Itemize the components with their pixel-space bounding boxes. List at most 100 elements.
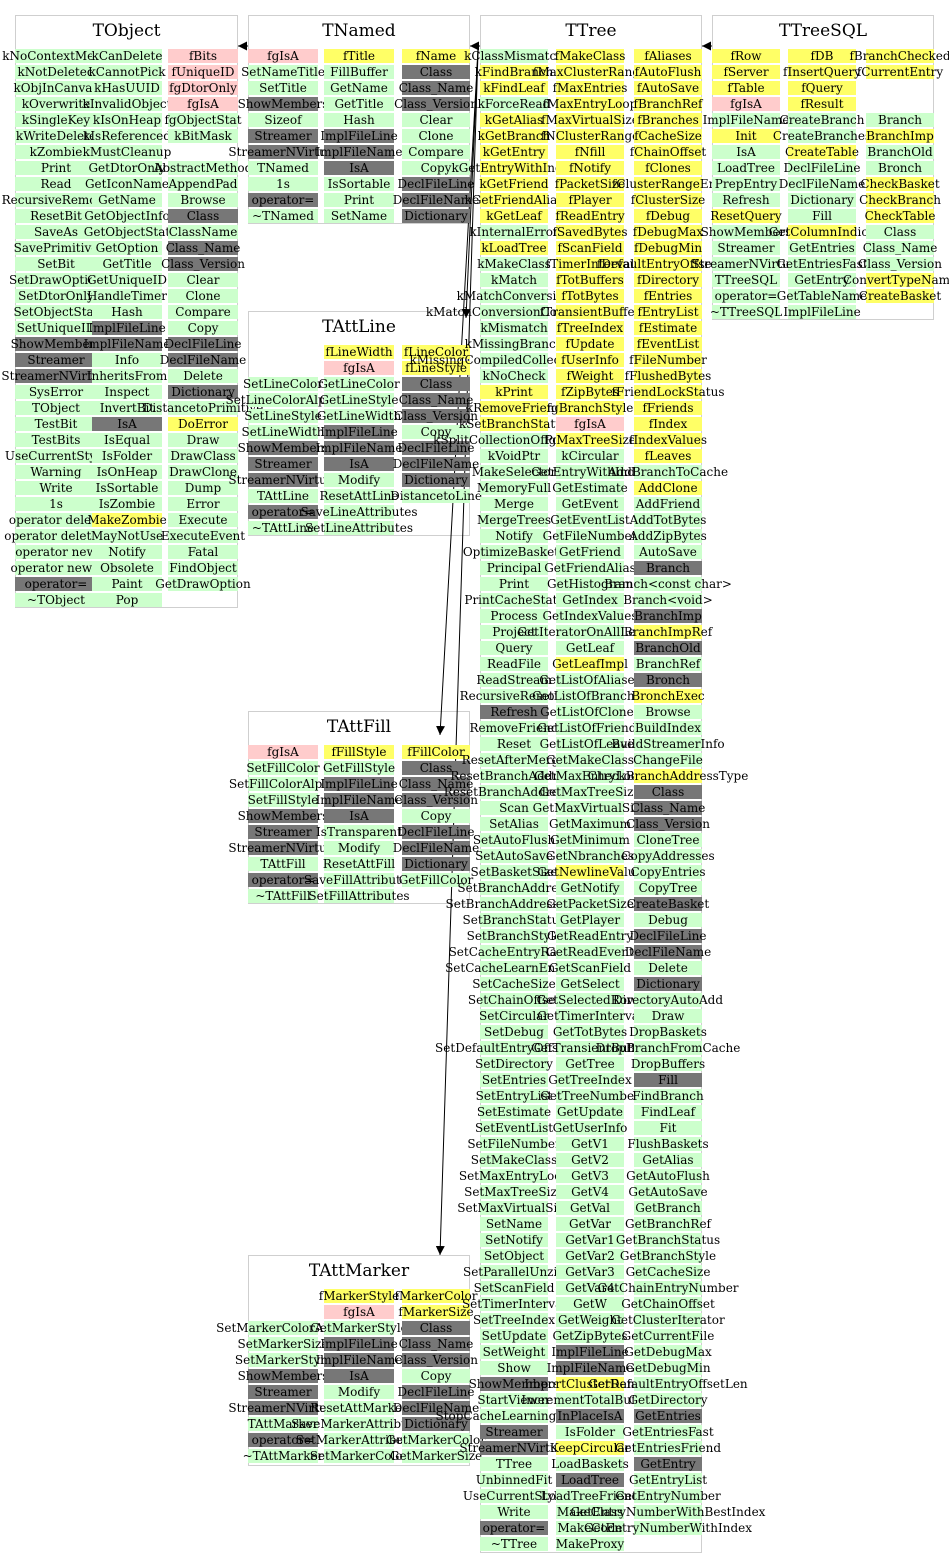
member-item: fBranchChecked bbox=[849, 49, 949, 63]
member-label: kVoidPtr bbox=[487, 449, 541, 463]
member-label: DrawClass bbox=[170, 449, 236, 463]
member-label: Draw bbox=[186, 433, 220, 447]
member-label: Project bbox=[492, 625, 536, 639]
member-item: GetEstimate bbox=[552, 481, 628, 495]
member-label: kSplitCollectionOfPointers bbox=[433, 433, 595, 447]
member-label: ResetBranchAddresses bbox=[443, 785, 585, 799]
member-item: DropBranchFromCache bbox=[596, 1041, 740, 1055]
member-column: fMarkerColor fMarkerSize Class Class_Name Cl… bbox=[386, 1289, 486, 1465]
member-item: fLineStyle bbox=[402, 361, 470, 375]
member-item: IsA bbox=[712, 145, 780, 159]
member-label: Debug bbox=[648, 913, 688, 927]
member-label: GetFillStyle bbox=[322, 761, 396, 775]
member-label: fEventList bbox=[636, 337, 700, 351]
member-label: IsSortable bbox=[327, 177, 391, 191]
member-item: DeclFileName bbox=[393, 457, 479, 471]
member-label: operator= bbox=[251, 193, 315, 207]
member-item: Fit bbox=[634, 1121, 702, 1135]
member-label: kGetFriendAlias bbox=[464, 193, 564, 207]
member-label: ShowMembers bbox=[10, 337, 102, 351]
member-label: GetCurrentFile bbox=[621, 1329, 715, 1343]
member-item: fNotify bbox=[556, 161, 624, 175]
member-label: fAliases bbox=[644, 49, 692, 63]
member-item: Dictionary bbox=[402, 209, 470, 223]
member-label: ~TObject bbox=[27, 593, 85, 607]
member-label: DropBaskets bbox=[629, 1025, 707, 1039]
member-item: Copy bbox=[168, 321, 238, 335]
member-item: DirectoryAutoAdd bbox=[613, 993, 723, 1007]
member-label: fNotify bbox=[568, 161, 612, 175]
member-label: MemoryFull bbox=[476, 481, 552, 495]
member-item: SetCacheLearnEntries bbox=[445, 961, 583, 975]
member-label: IsFolder bbox=[101, 449, 153, 463]
member-item: Modify bbox=[324, 1385, 394, 1399]
member-item: kMissingCompiledCollectionProxy bbox=[410, 353, 619, 367]
member-item: Copy bbox=[402, 161, 470, 175]
member-label: GetIndexValues bbox=[542, 609, 638, 623]
member-item: SaveAs bbox=[15, 225, 97, 239]
member-item: Compare bbox=[168, 305, 238, 319]
member-label: BuildIndex bbox=[635, 721, 701, 735]
member-label: fgIsA bbox=[267, 49, 299, 63]
member-label: kMissingBranch bbox=[464, 337, 564, 351]
member-label: SetMaxEntryLoop bbox=[458, 1169, 570, 1183]
member-label: GetTotBytes bbox=[552, 1025, 628, 1039]
member-item: DropBuffers bbox=[630, 1057, 706, 1071]
member-label: GetEntries bbox=[635, 1409, 701, 1423]
member-label: ImplFileLine bbox=[320, 129, 398, 143]
member-label: ChangeFile bbox=[633, 753, 703, 767]
member-item: Write bbox=[480, 1505, 548, 1519]
member-item: GetDebugMin bbox=[625, 1361, 711, 1375]
member-label: TAttFill bbox=[260, 857, 306, 871]
member-label: Class_Version bbox=[858, 257, 942, 271]
member-item: SavePrimitive bbox=[14, 241, 98, 255]
member-item: GetMaxTreeSize bbox=[539, 785, 641, 799]
member-item: Dump bbox=[168, 481, 238, 495]
member-item: Class_Name bbox=[863, 241, 937, 255]
member-item: FillBuffer bbox=[324, 65, 394, 79]
member-label: SetCircular bbox=[478, 1009, 550, 1023]
member-item: SetLineStyle bbox=[244, 409, 322, 423]
member-label: DropBuffers bbox=[630, 1057, 706, 1071]
member-label: ImplFileLine bbox=[783, 305, 861, 319]
member-label: ~TAttLine bbox=[251, 521, 315, 535]
member-item: ImplFileLine bbox=[320, 777, 398, 791]
member-item: fWeight bbox=[556, 369, 624, 383]
member-label: fTotBuffers bbox=[556, 273, 624, 287]
member-item: fTimerInterval bbox=[546, 257, 634, 271]
member-label: StreamerNVirtual bbox=[1, 369, 111, 383]
member-item: fNfill bbox=[556, 145, 624, 159]
member-item: SetScanField bbox=[474, 1281, 554, 1295]
member-item: GetFillColor bbox=[399, 873, 473, 887]
member-item: GetTitle bbox=[324, 97, 394, 111]
member-item: SetAutoSave bbox=[475, 849, 553, 863]
member-item: PrintCacheStats bbox=[464, 593, 564, 607]
member-item: OptimizeBaskets bbox=[463, 545, 565, 559]
member-item: GetDirectory bbox=[628, 1393, 708, 1407]
member-item: kMatchConversion bbox=[457, 289, 571, 303]
class-title: TObject bbox=[92, 21, 161, 41]
member-item: GetPacketSize bbox=[546, 897, 634, 911]
member-item: GetEntryNumberWithIndex bbox=[584, 1521, 752, 1535]
member-label: fFlushedBytes bbox=[624, 369, 712, 383]
member-label: ImportClusterRanges bbox=[524, 1377, 656, 1391]
class-title: TAttMarker bbox=[308, 1261, 410, 1281]
member-item: DistancetoLine bbox=[390, 489, 482, 503]
member-label: operator= bbox=[251, 873, 315, 887]
member-label: kZombie bbox=[29, 145, 83, 159]
member-label: SetName bbox=[330, 209, 388, 223]
member-item: SetDefaultEntryOffsetLen bbox=[435, 1041, 593, 1055]
member-item: SetAlias bbox=[480, 817, 548, 831]
member-item: GetSelectedRows bbox=[537, 993, 643, 1007]
member-item: Streamer bbox=[480, 1425, 548, 1439]
member-item: SetMakeClass bbox=[471, 1153, 557, 1167]
member-label: GetVar bbox=[569, 1217, 611, 1231]
member-label: kOverwrite bbox=[21, 97, 91, 111]
member-item: SetChainOffset bbox=[468, 993, 560, 1007]
member-item: SetTitle bbox=[248, 81, 318, 95]
member-item: RecursiveRemove bbox=[460, 689, 568, 703]
member-label: IsZombie bbox=[98, 497, 156, 511]
member-label: StopCacheLearningPhase bbox=[435, 1409, 593, 1423]
member-item: fChainOffset bbox=[630, 145, 706, 159]
member-label: SetAutoSave bbox=[475, 849, 553, 863]
